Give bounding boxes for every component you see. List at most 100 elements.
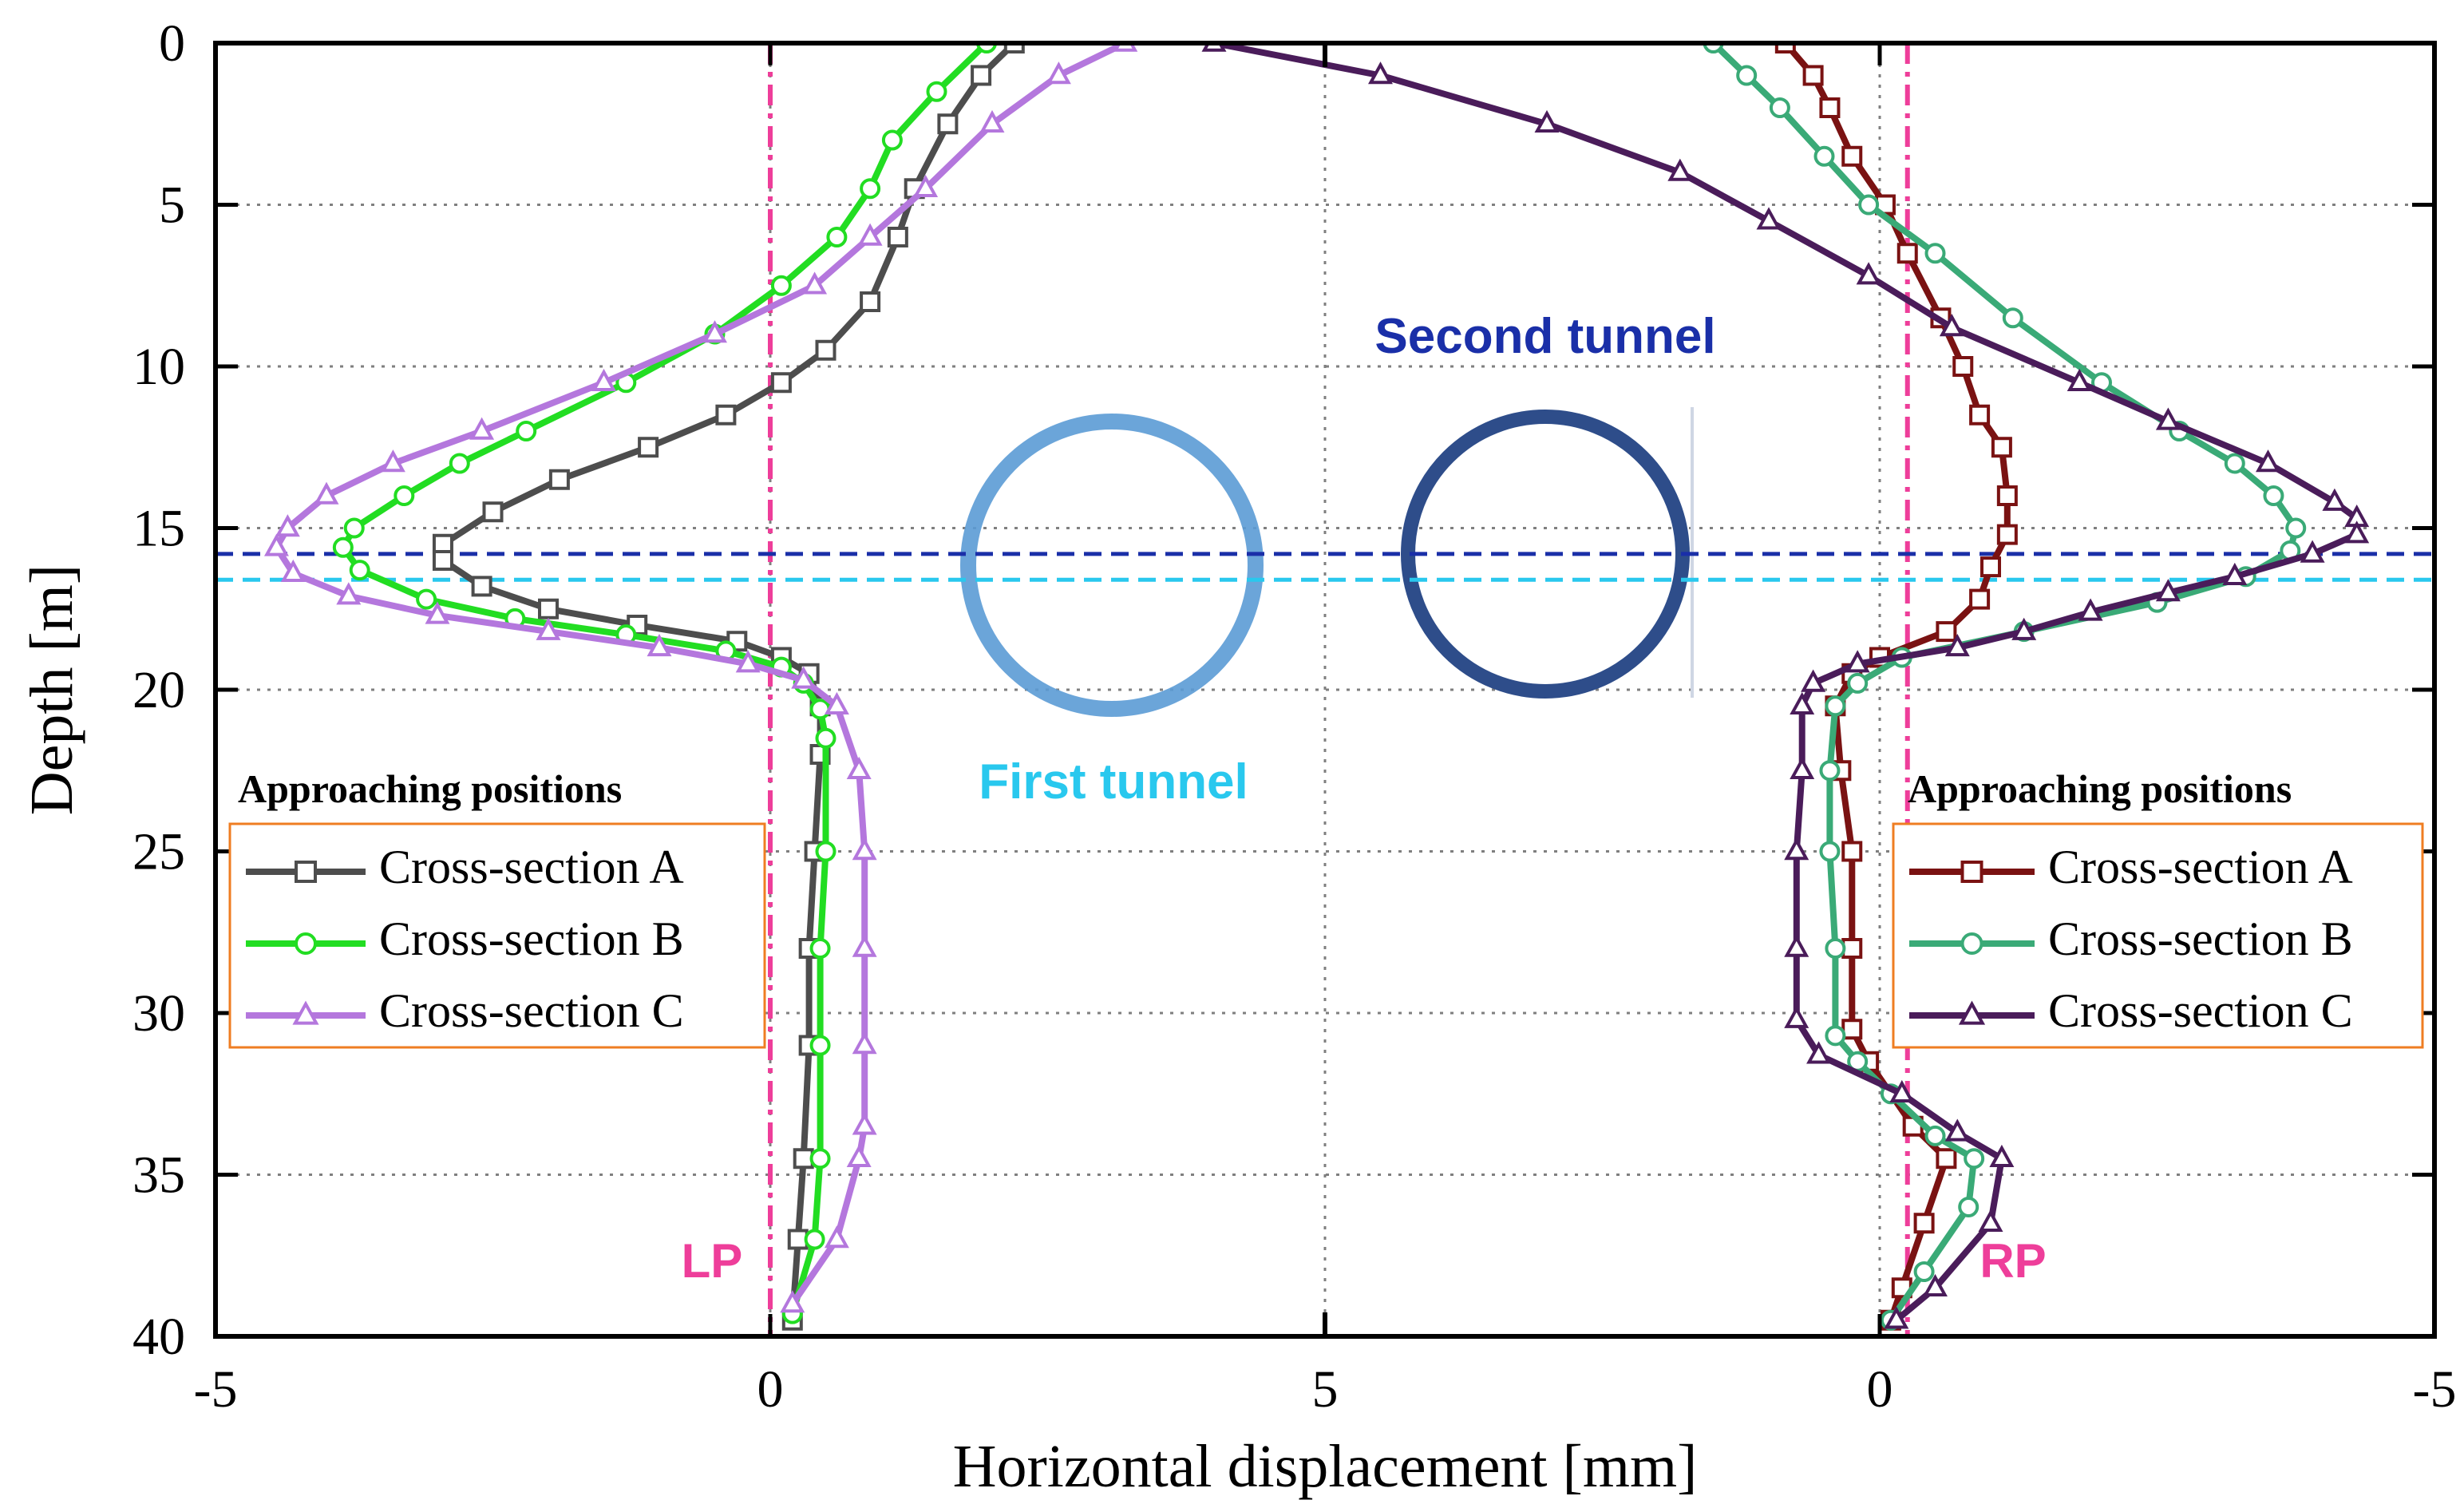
rp-label: RP	[1980, 1234, 2046, 1288]
left-point-cross-section-c	[469, 417, 495, 440]
right-point-cross-section-c	[2344, 520, 2370, 544]
left-point-cross-section-c	[280, 559, 306, 582]
left-legend-label-c: Cross-section C	[379, 984, 684, 1037]
left-point-cross-section-a	[971, 65, 992, 86]
left-point-cross-section-a	[937, 113, 959, 135]
right-point-cross-section-c	[2222, 562, 2248, 586]
right-point-cross-section-b	[1847, 672, 1869, 694]
left-legend-title: Approaching positions	[238, 766, 622, 811]
left-point-cross-section-a	[548, 469, 570, 490]
left-point-cross-section-b	[881, 129, 903, 151]
right-point-cross-section-a	[1980, 556, 2001, 578]
right-point-cross-section-c	[1939, 314, 1964, 337]
right-legend-title: Approaching positions	[1908, 766, 2292, 811]
right-point-cross-section-b	[1958, 1197, 1980, 1217]
left-point-cross-section-b	[804, 1229, 825, 1250]
left-point-cross-section-b	[416, 588, 437, 610]
left-point-cross-section-c	[824, 691, 849, 715]
left-point-cross-section-b	[826, 227, 848, 247]
left-point-cross-section-a	[787, 1229, 809, 1250]
right-point-cross-section-c	[1667, 158, 1693, 181]
left-point-cross-section-a	[715, 404, 737, 425]
left-legend-box	[228, 822, 766, 1049]
right-point-cross-section-b	[1825, 1025, 1846, 1047]
second-tunnel-label: Second tunnel	[1374, 309, 1715, 364]
right-point-cross-section-a	[1896, 243, 1918, 264]
right-point-cross-section-a	[1996, 485, 2018, 506]
right-legend-label-c: Cross-section C	[2048, 984, 2353, 1037]
right-point-cross-section-a	[1952, 356, 1974, 377]
right-point-cross-section-c	[1368, 61, 1393, 85]
left-point-cross-section-a	[793, 1148, 814, 1170]
right-point-cross-section-a	[1969, 404, 1991, 425]
left-point-cross-section-a	[482, 501, 504, 523]
left-point-cross-section-c	[791, 666, 817, 689]
right-point-cross-section-c	[1989, 1144, 2015, 1168]
y-tick-label: 5	[159, 176, 185, 235]
y-tick-label: 15	[132, 500, 185, 558]
right-point-cross-section-b	[2263, 485, 2284, 506]
right-point-cross-section-b	[1736, 65, 1758, 86]
right-point-cross-section-c	[2067, 368, 2092, 392]
y-axis-title: Depth [m]	[18, 564, 85, 815]
left-point-cross-section-c	[702, 320, 727, 343]
right-point-cross-section-c	[1801, 669, 1826, 692]
right-point-cross-section-a	[1774, 43, 1796, 53]
left-point-cross-section-b	[449, 453, 470, 474]
right-legend-marks	[1909, 861, 2035, 1025]
first-tunnel-ring	[960, 414, 1264, 717]
left-point-cross-section-c	[591, 368, 616, 392]
right-legend-marker	[1960, 861, 1983, 883]
left-point-cross-section-b	[809, 938, 831, 959]
x-tick-label: 5	[1312, 1360, 1339, 1419]
right-legend-marker	[1960, 932, 1983, 955]
right-point-cross-section-b	[2285, 517, 2307, 539]
right-point-cross-section-c	[1784, 934, 1809, 957]
left-point-cross-section-b	[809, 699, 831, 720]
y-tick-label: 10	[132, 338, 185, 396]
left-point-cross-section-b	[809, 1035, 831, 1056]
left-point-cross-section-c	[425, 601, 450, 624]
left-point-cross-section-a	[638, 437, 659, 458]
right-point-cross-section-c	[1784, 1005, 1809, 1028]
left-legend-marker	[292, 1000, 319, 1025]
right-point-cross-section-c	[2322, 488, 2347, 511]
right-point-cross-section-b	[1825, 695, 1846, 717]
right-point-cross-section-c	[1790, 756, 1815, 780]
right-point-cross-section-c	[1845, 650, 1870, 673]
right-point-cross-section-a	[1841, 1019, 1863, 1040]
right-point-cross-section-c	[1978, 1209, 2003, 1233]
left-point-cross-section-c	[735, 650, 761, 673]
right-point-cross-section-a	[1936, 1148, 1957, 1170]
left-point-cross-section-c	[824, 1225, 849, 1249]
right-point-cross-section-b	[1924, 1125, 1946, 1146]
right-point-cross-section-c	[2155, 579, 2181, 602]
left-series-cross-section-a	[440, 43, 1018, 1324]
left-point-cross-section-c	[979, 109, 1005, 133]
right-point-cross-section-a	[1841, 938, 1863, 959]
y-tick-label: 30	[132, 984, 185, 1043]
right-point-cross-section-c	[2011, 617, 2037, 640]
left-point-cross-section-a	[815, 339, 836, 361]
left-point-cross-section-c	[802, 271, 828, 295]
right-point-cross-section-b	[1913, 1261, 1935, 1282]
right-point-cross-section-a	[1936, 621, 1957, 643]
right-point-cross-section-a	[1969, 588, 1991, 610]
x-tick-label: -5	[194, 1360, 238, 1419]
left-point-cross-section-a	[432, 550, 453, 571]
left-point-cross-section-c	[857, 223, 883, 246]
right-point-cross-section-b	[1858, 194, 1880, 216]
left-point-cross-section-c	[852, 1031, 877, 1055]
left-point-cross-section-c	[846, 1144, 872, 1168]
right-point-cross-section-c	[2078, 598, 2103, 621]
y-tick-label: 0	[159, 14, 185, 73]
right-point-cross-section-c	[1756, 207, 1782, 230]
left-legend-label-b: Cross-section B	[379, 912, 684, 965]
left-point-cross-section-b	[815, 727, 836, 749]
left-point-cross-section-c	[536, 617, 561, 640]
y-tick-label: 35	[132, 1146, 185, 1205]
left-point-cross-section-a	[887, 227, 908, 247]
y-tick-label: 40	[132, 1308, 185, 1366]
right-point-cross-section-b	[2002, 307, 2023, 329]
left-point-cross-section-a	[770, 372, 792, 394]
